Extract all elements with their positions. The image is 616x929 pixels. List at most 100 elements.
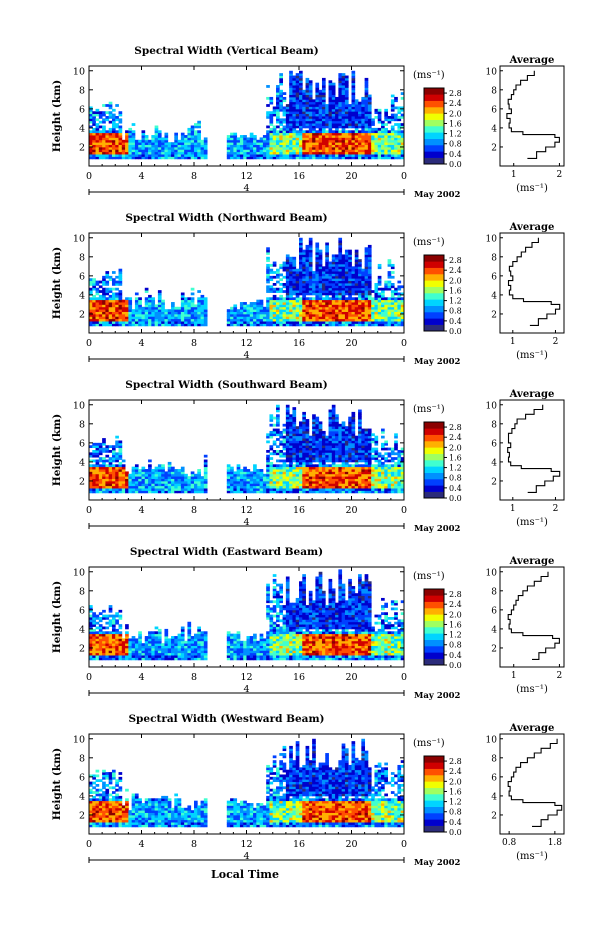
heatmap-cell <box>259 488 264 491</box>
heatmap-cell <box>164 480 169 484</box>
heatmap-cell <box>233 480 238 484</box>
heatmap-cell <box>315 428 320 432</box>
heatmap-cell <box>390 313 395 317</box>
heatmap-cell <box>243 149 247 153</box>
heatmap-cell <box>115 466 119 470</box>
heatmap-cell <box>125 151 129 155</box>
heatmap-cell <box>89 156 93 160</box>
heatmap-cell <box>315 263 320 267</box>
heatmap-cell <box>128 139 133 143</box>
heatmap-cell <box>98 313 103 317</box>
colorbar-segment <box>424 107 444 114</box>
heatmap-cell <box>164 311 169 315</box>
heatmap-cell <box>321 457 326 460</box>
heatmap-cell <box>184 323 188 327</box>
heatmap-cell <box>295 144 300 148</box>
heatmap-cell <box>249 483 254 487</box>
heatmap-cell <box>299 309 303 312</box>
heatmap-cell <box>95 280 100 284</box>
heatmap-cell <box>148 294 152 298</box>
heatmap-cell <box>315 252 320 255</box>
heatmap-cell <box>390 275 395 279</box>
heatmap-cell <box>321 135 326 138</box>
heatmap-cell <box>266 247 270 251</box>
heatmap-cell <box>190 151 195 155</box>
heatmap-cell <box>305 442 310 446</box>
heatmap-cell <box>351 271 356 274</box>
heatmap-cell <box>253 488 257 491</box>
heatmap-cell <box>148 304 152 308</box>
heatmap-cells <box>89 404 405 494</box>
heatmap-cell <box>312 113 316 117</box>
heatmap-cell <box>148 466 152 470</box>
heatmap-cell <box>348 275 352 279</box>
heatmap-cell <box>341 476 346 479</box>
heatmap-cell <box>131 313 136 317</box>
heatmap-cell <box>308 154 313 157</box>
heatmap-cell <box>249 304 254 308</box>
heatmap-cell <box>177 490 182 494</box>
heatmap-cell <box>144 318 149 322</box>
heatmap-cell <box>315 278 320 282</box>
heatmap-cell <box>285 454 290 458</box>
x-tick-label: 0 <box>401 171 407 182</box>
heatmap-cell <box>285 476 290 479</box>
heatmap-cell <box>295 108 300 112</box>
heatmap-cell <box>338 252 343 255</box>
heatmap-cell <box>312 323 316 327</box>
heatmap-cell <box>279 318 283 322</box>
heatmap-cell <box>164 316 169 320</box>
heatmap-cell <box>351 430 356 434</box>
heatmap-cell <box>164 321 169 324</box>
heatmap-cell <box>295 280 300 284</box>
heatmap-cell <box>315 261 320 265</box>
heatmap-cell <box>131 132 136 136</box>
heatmap-cell <box>302 442 306 446</box>
heatmap-cell <box>266 275 270 279</box>
heatmap-cell <box>285 450 290 453</box>
heatmap-cell <box>335 273 339 277</box>
heatmap-cell <box>174 480 178 484</box>
heatmap-cell <box>325 271 329 274</box>
heatmap-cell <box>262 151 267 155</box>
heatmap-cell <box>367 252 372 255</box>
heatmap-cell <box>194 480 198 484</box>
heatmap-cell <box>394 318 398 322</box>
heatmap-cell <box>295 75 300 79</box>
heatmap-cell <box>367 139 372 143</box>
heatmap-cell <box>276 323 280 327</box>
heatmap-cell <box>249 485 254 489</box>
heatmap-cell <box>289 104 293 107</box>
y-axis-label: Height (km) <box>51 80 63 152</box>
heatmap-cell <box>98 132 103 136</box>
heatmap-cell <box>341 457 346 460</box>
heatmap-cell <box>331 101 336 105</box>
heatmap-cell <box>285 459 290 463</box>
heatmap-cell <box>289 96 293 100</box>
heatmap-cell <box>236 466 241 470</box>
heatmap-cell <box>249 323 254 327</box>
heatmap-cell <box>302 154 306 157</box>
heatmap-cell <box>341 426 346 429</box>
heatmap-cell <box>312 137 316 141</box>
heatmap-cell <box>128 306 133 310</box>
heatmap-cell <box>262 316 267 320</box>
heatmap-cell <box>315 450 320 453</box>
heatmap-cell <box>292 316 297 320</box>
heatmap-cell <box>102 280 106 284</box>
heatmap-cell <box>131 490 136 494</box>
heatmap-cell <box>203 151 208 155</box>
heatmap-cell <box>338 268 343 272</box>
heatmap-cell <box>138 144 142 148</box>
x-tick-label: 20 <box>345 338 357 349</box>
heatmap-cell <box>134 318 139 322</box>
heatmap-cell <box>312 423 316 427</box>
heatmap-cell <box>344 430 349 434</box>
heatmap-cell <box>282 473 287 477</box>
heatmap-cell <box>144 483 149 487</box>
heatmap-cell <box>105 450 110 453</box>
heatmap-cell <box>312 469 316 472</box>
heatmap-cell <box>292 77 297 81</box>
heatmap-cell <box>292 313 297 317</box>
heatmap-cell <box>276 430 280 434</box>
